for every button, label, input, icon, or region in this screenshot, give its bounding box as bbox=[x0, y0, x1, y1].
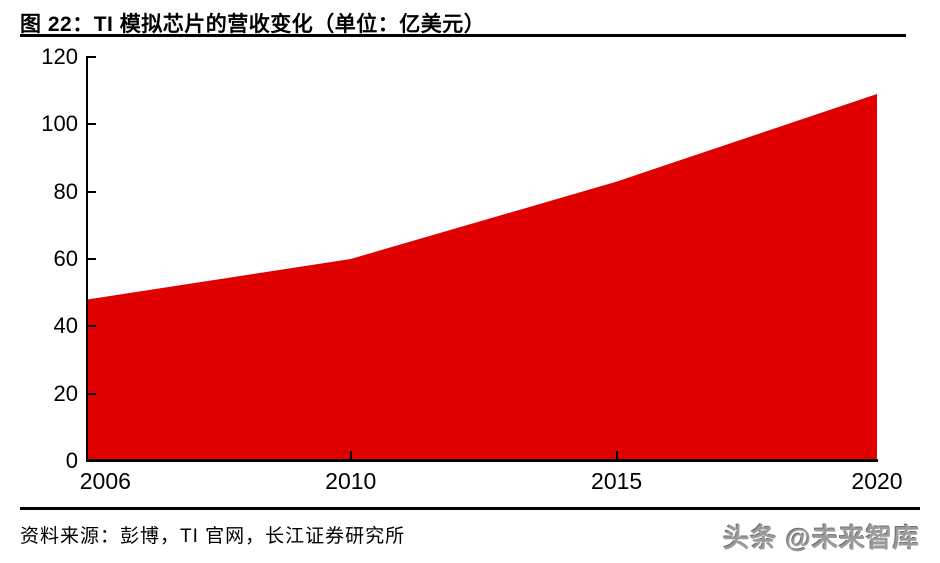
x-axis-tick-label: 2020 bbox=[851, 468, 903, 494]
y-axis-tick bbox=[88, 392, 96, 395]
x-axis-line bbox=[86, 459, 878, 462]
y-axis-tick-label: 100 bbox=[41, 111, 78, 137]
y-axis-tick bbox=[88, 258, 96, 260]
y-axis-line bbox=[86, 56, 88, 462]
toutiao-watermark: 头条 @未来智库 bbox=[723, 523, 920, 553]
area-chart-plot bbox=[88, 57, 877, 461]
y-axis-tick bbox=[88, 325, 96, 328]
figure-title: 图 22：TI 模拟芯片的营收变化（单位：亿美元） bbox=[20, 13, 486, 36]
y-axis-tick bbox=[88, 123, 96, 126]
y-axis-tick-label: 120 bbox=[41, 44, 78, 69]
revenue-area-series bbox=[88, 94, 877, 461]
x-axis-tick-label: 2015 bbox=[591, 468, 643, 494]
y-axis-tick-label: 0 bbox=[65, 448, 78, 473]
x-axis-tick-label: 2006 bbox=[79, 468, 131, 494]
y-axis-tick-label: 60 bbox=[53, 246, 78, 271]
x-axis-tick-label: 2010 bbox=[325, 468, 377, 494]
y-axis-tick bbox=[88, 190, 96, 193]
x-axis-tick bbox=[349, 451, 352, 459]
y-axis-tick bbox=[88, 56, 96, 58]
title-underline bbox=[20, 34, 906, 37]
source-note: 资料来源：彭博，TI 官网，长江证券研究所 bbox=[20, 526, 406, 547]
footer-divider bbox=[20, 507, 920, 510]
y-axis-tick-label: 20 bbox=[53, 380, 78, 406]
y-axis-tick-label: 80 bbox=[53, 178, 78, 204]
area-chart-svg bbox=[88, 94, 877, 461]
x-axis-tick bbox=[615, 451, 618, 459]
y-axis-tick-label: 40 bbox=[53, 313, 78, 339]
